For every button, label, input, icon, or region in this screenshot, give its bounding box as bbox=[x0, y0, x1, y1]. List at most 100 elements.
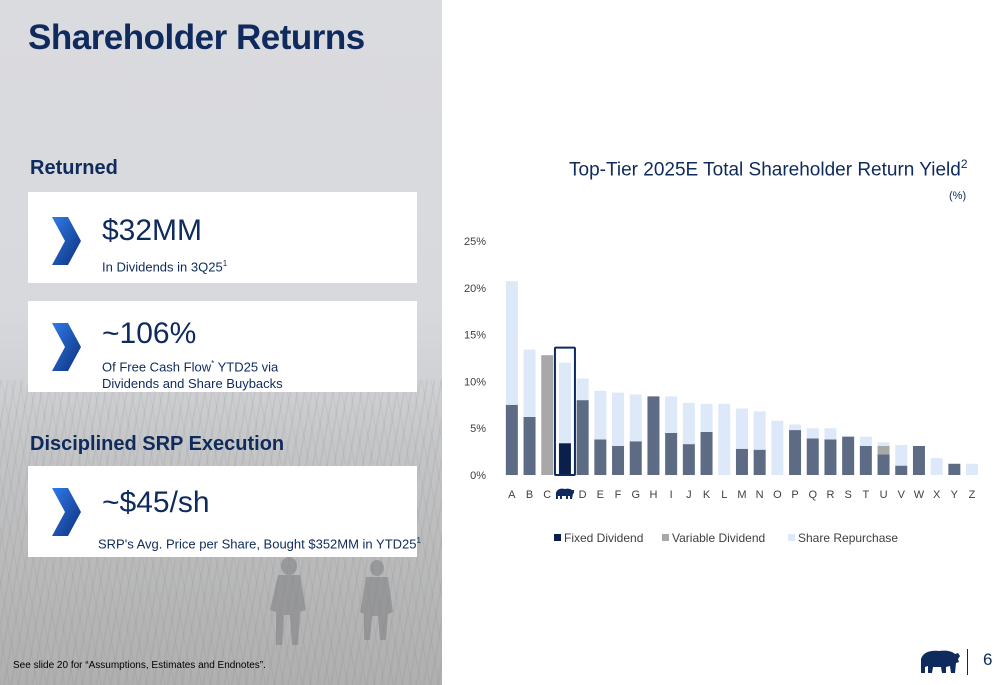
chevron-icon bbox=[52, 323, 81, 371]
srp-value: ~$45/sh bbox=[102, 486, 210, 519]
logo-divider bbox=[967, 649, 968, 675]
bar-share-repurchase bbox=[576, 378, 589, 401]
y-tick-label: 20% bbox=[464, 283, 486, 295]
y-tick-label: 15% bbox=[464, 330, 486, 342]
bar-share-repurchase bbox=[700, 403, 713, 432]
bar-share-repurchase bbox=[771, 420, 784, 475]
legend-label: Share Repurchase bbox=[798, 531, 898, 545]
x-tick-label: R bbox=[826, 489, 834, 501]
bar-fixed-dividend bbox=[735, 448, 748, 475]
bar-fixed-dividend bbox=[753, 449, 766, 475]
x-tick-label: U bbox=[880, 489, 888, 501]
srp-heading: Disciplined SRP Execution bbox=[30, 433, 285, 455]
bar-variable-dividend bbox=[877, 445, 890, 455]
dividends-card: $32MM In Dividends in 3Q251 bbox=[28, 192, 417, 283]
bar-share-repurchase bbox=[877, 442, 890, 446]
chart-unit-label: (%) bbox=[949, 190, 967, 202]
hikers-silhouette bbox=[270, 557, 393, 645]
y-tick-label: 0% bbox=[470, 470, 486, 482]
bar-fixed-dividend bbox=[594, 439, 607, 475]
bear-logo-icon bbox=[921, 650, 960, 673]
page-number: 6 bbox=[983, 650, 993, 669]
chevron-icon bbox=[52, 488, 81, 536]
x-tick-label: P bbox=[791, 489, 798, 501]
bar-fixed-dividend bbox=[647, 396, 660, 475]
bar-fixed-dividend bbox=[842, 436, 855, 475]
bar-share-repurchase bbox=[629, 394, 642, 442]
bar-fixed-dividend bbox=[877, 454, 890, 475]
bar-share-repurchase bbox=[718, 403, 731, 475]
x-tick-label: B bbox=[526, 489, 533, 501]
x-tick-label: T bbox=[862, 489, 869, 501]
x-tick-label: F bbox=[615, 489, 622, 501]
x-tick-label: W bbox=[914, 489, 925, 501]
y-tick-label: 10% bbox=[464, 376, 486, 388]
bar-share-repurchase bbox=[966, 463, 979, 475]
x-tick-label: Y bbox=[951, 489, 959, 501]
bar-fixed-dividend bbox=[912, 445, 925, 475]
bar-share-repurchase bbox=[682, 402, 695, 445]
x-tick-label: Z bbox=[969, 489, 976, 501]
bar-share-repurchase bbox=[665, 396, 678, 433]
bar-share-repurchase bbox=[612, 392, 625, 446]
returned-heading: Returned bbox=[30, 157, 118, 179]
x-tick-bear-logo-icon bbox=[555, 488, 574, 499]
srp-card: ~$45/sh SRP's Avg. Price per Share, Boug… bbox=[28, 466, 421, 557]
legend-label: Fixed Dividend bbox=[564, 531, 643, 545]
x-tick-label: O bbox=[773, 489, 782, 501]
fcf-card: ~106% Of Free Cash Flow* YTD25 via Divide… bbox=[28, 301, 417, 392]
bar-share-repurchase bbox=[895, 445, 908, 466]
x-tick-label: L bbox=[721, 489, 727, 501]
bar-share-repurchase bbox=[753, 411, 766, 450]
dividends-value: $32MM bbox=[102, 214, 203, 247]
x-tick-label: V bbox=[898, 489, 906, 501]
x-tick-label: A bbox=[508, 489, 516, 501]
bar-fixed-dividend bbox=[665, 432, 678, 475]
fcf-description: Of Free Cash Flow* YTD25 via Dividends an… bbox=[102, 359, 283, 392]
x-tick-label: H bbox=[649, 489, 657, 501]
x-tick-label: S bbox=[844, 489, 851, 501]
page-title: Shareholder Returns bbox=[28, 18, 365, 57]
bar-fixed-dividend bbox=[824, 439, 837, 475]
x-tick-label: G bbox=[631, 489, 640, 501]
srp-description: SRP's Avg. Price per Share, Bought $352M… bbox=[98, 536, 421, 552]
fcf-value: ~106% bbox=[102, 317, 197, 350]
bar-fixed-dividend bbox=[895, 465, 908, 475]
bar-share-repurchase bbox=[859, 436, 872, 446]
x-tick-label: D bbox=[579, 489, 587, 501]
bar-fixed-dividend bbox=[948, 463, 961, 475]
legend-label: Variable Dividend bbox=[672, 531, 765, 545]
y-tick-label: 25% bbox=[464, 236, 486, 248]
bar-fixed-dividend bbox=[700, 431, 713, 475]
shareholder-return-chart: 0% 5% 10% 15% 20% 25% A B C D E F G H I J K L M N O P Q R S T U V W X… bbox=[464, 236, 979, 545]
x-tick-label: N bbox=[756, 489, 764, 501]
bar-share-repurchase bbox=[505, 281, 518, 405]
bar-fixed-dividend bbox=[576, 400, 589, 475]
bar-share-repurchase bbox=[523, 349, 536, 417]
bar-fixed-dividend bbox=[789, 430, 802, 475]
legend-swatch bbox=[662, 534, 669, 541]
x-tick-label: J bbox=[686, 489, 692, 501]
footnote: See slide 20 for “Assumptions, Estimates… bbox=[13, 660, 266, 671]
legend-swatch bbox=[788, 534, 795, 541]
bar-fixed-dividend bbox=[682, 444, 695, 475]
highlight-box bbox=[553, 346, 576, 476]
x-tick-label: Q bbox=[808, 489, 817, 501]
bar-fixed-dividend bbox=[806, 438, 819, 475]
bar-fixed-dividend bbox=[612, 445, 625, 475]
y-tick-label: 5% bbox=[470, 423, 486, 435]
bar-share-repurchase bbox=[735, 408, 748, 449]
bar-share-repurchase bbox=[930, 458, 943, 475]
bar-fixed-dividend bbox=[859, 445, 872, 475]
bar-share-repurchase bbox=[789, 424, 802, 431]
bar-fixed-dividend bbox=[629, 441, 642, 475]
bar-share-repurchase bbox=[824, 428, 837, 440]
x-tick-label: K bbox=[703, 489, 711, 501]
legend-swatch bbox=[554, 534, 561, 541]
x-tick-label: I bbox=[670, 489, 673, 501]
x-tick-label: M bbox=[737, 489, 746, 501]
chart-title: Top-Tier 2025E Total Shareholder Return … bbox=[569, 157, 968, 181]
dividends-description: In Dividends in 3Q251 bbox=[102, 259, 228, 275]
chevron-icon bbox=[52, 217, 81, 265]
x-tick-label: X bbox=[933, 489, 941, 501]
